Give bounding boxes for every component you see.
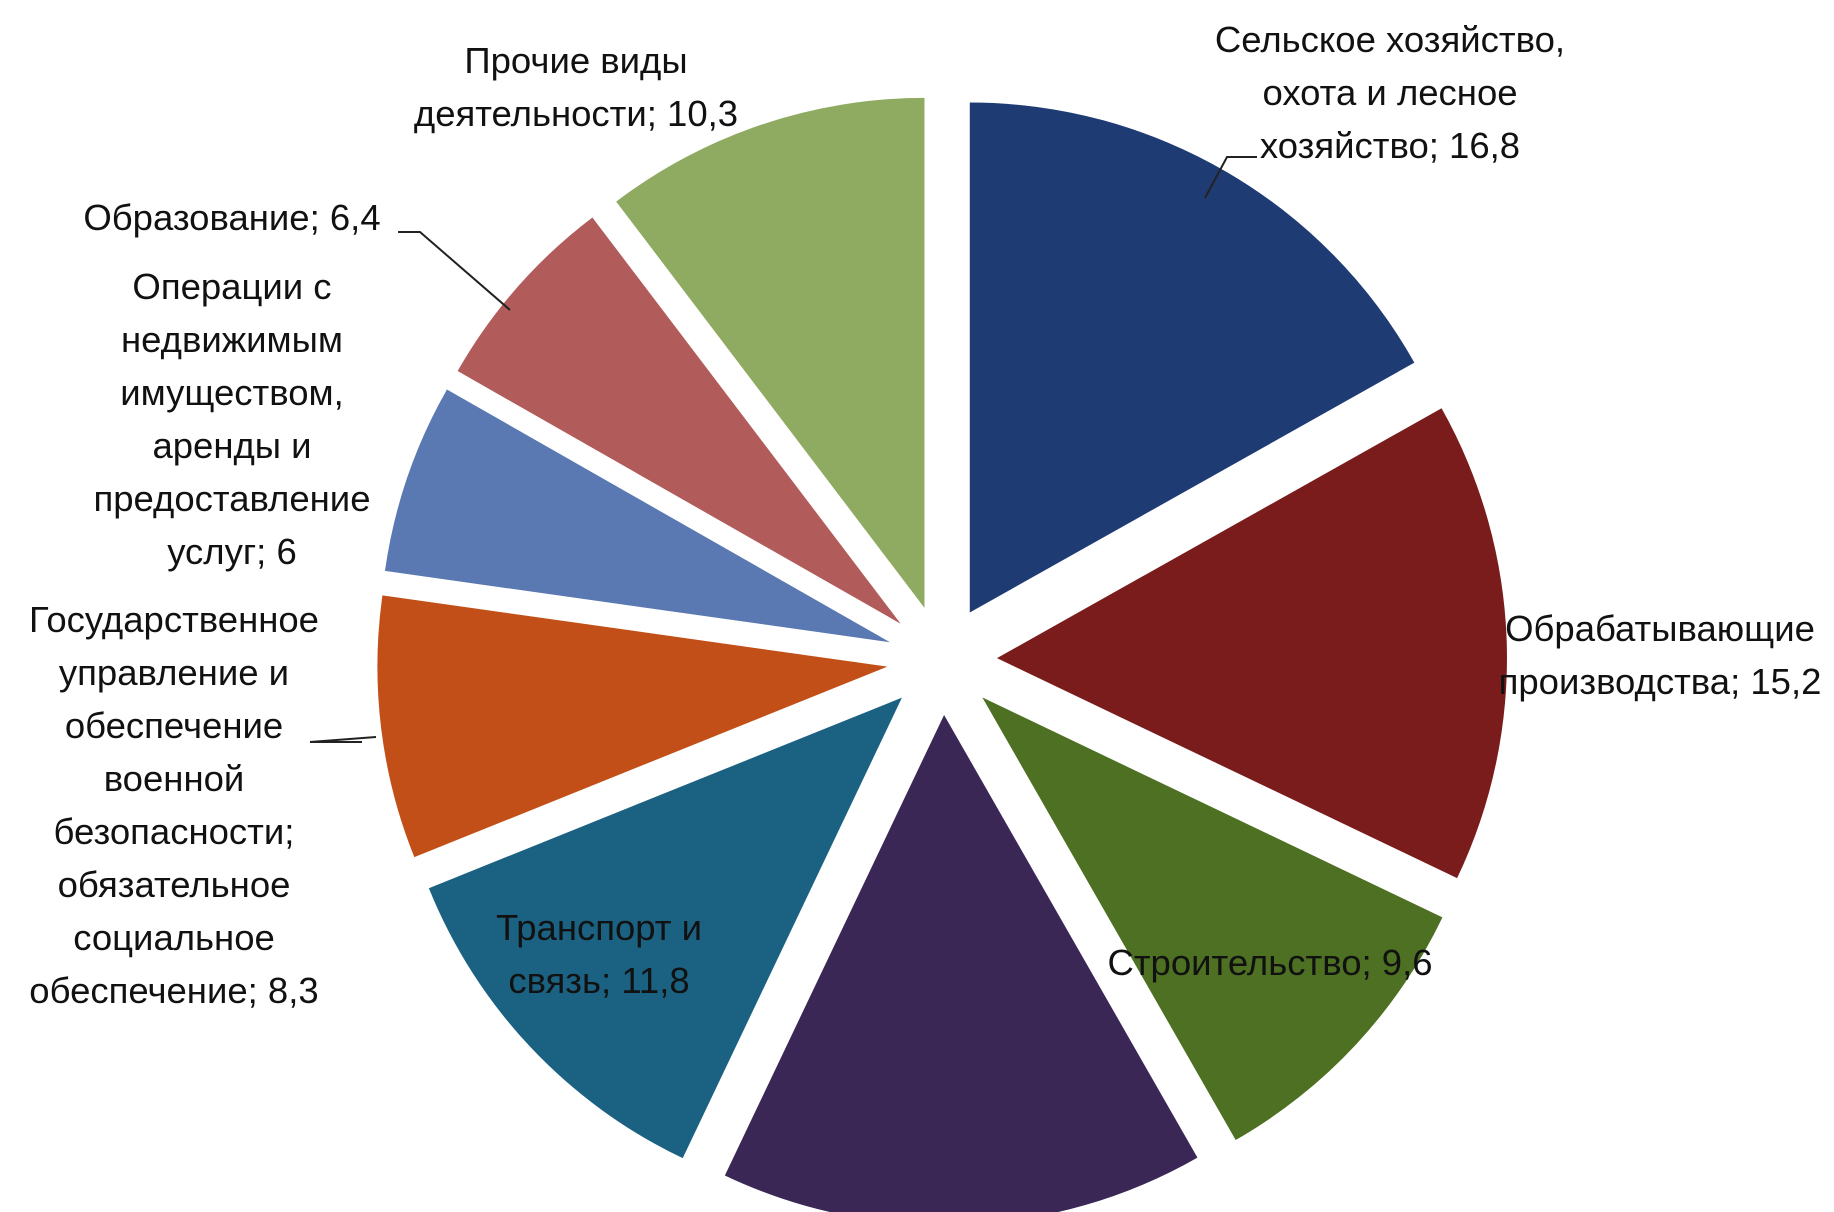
data-label-line: производства; 15,2 (1499, 661, 1822, 702)
data-label-line: Образование; 6,4 (83, 197, 380, 238)
data-label-line: обеспечение (65, 705, 283, 746)
data-label-line: охота и лесное (1262, 72, 1517, 113)
data-label-line: хозяйство; 16,8 (1260, 125, 1520, 166)
data-label-line: обязательное (58, 864, 291, 905)
data-label-line: аренды и (152, 425, 311, 466)
data-label-education: Образование; 6,4 (83, 197, 380, 238)
leader-line-public-administration (310, 737, 376, 742)
data-label-manufacturing: Обрабатывающие производства; 15,2 (1499, 608, 1822, 702)
data-label-construction: Строительство; 9,6 (1107, 942, 1432, 983)
data-label-public-administration: Государственное управление и обеспечение во… (29, 599, 319, 1011)
data-label-line: обеспечение; 8,3 (29, 970, 318, 1011)
data-label-line: имуществом, (120, 372, 344, 413)
data-label-line: Операции с (132, 266, 331, 307)
data-label-other-activities: Прочие виды деятельности; 10,3 (414, 40, 738, 134)
data-label-line: Строительство; 9,6 (1107, 942, 1432, 983)
data-label-line: социальное (73, 917, 275, 958)
data-label-agriculture: Сельское хозяйство, охота и лесное хозяйст… (1215, 19, 1565, 166)
data-label-line: Транспорт и (496, 907, 702, 948)
leader-line-education (398, 232, 510, 310)
data-label-line: недвижимым (121, 319, 343, 360)
data-label-line: Государственное (29, 599, 319, 640)
data-label-line: связь; 11,8 (508, 960, 689, 1001)
data-label-line: безопасности; (54, 811, 295, 852)
data-label-line: Прочие виды (464, 40, 687, 81)
data-label-line: предоставление (93, 478, 370, 519)
data-label-real-estate: Операции с недвижимым имуществом, аренды и п… (93, 266, 370, 572)
data-label-line: деятельности; 10,3 (414, 93, 738, 134)
data-label-line: управление и (59, 652, 289, 693)
data-label-line: военной (104, 758, 245, 799)
data-label-line: Обрабатывающие (1505, 608, 1815, 649)
data-label-line: Сельское хозяйство, (1215, 19, 1565, 60)
slices-layer (377, 98, 1507, 1212)
data-label-line: услуг; 6 (167, 531, 297, 572)
